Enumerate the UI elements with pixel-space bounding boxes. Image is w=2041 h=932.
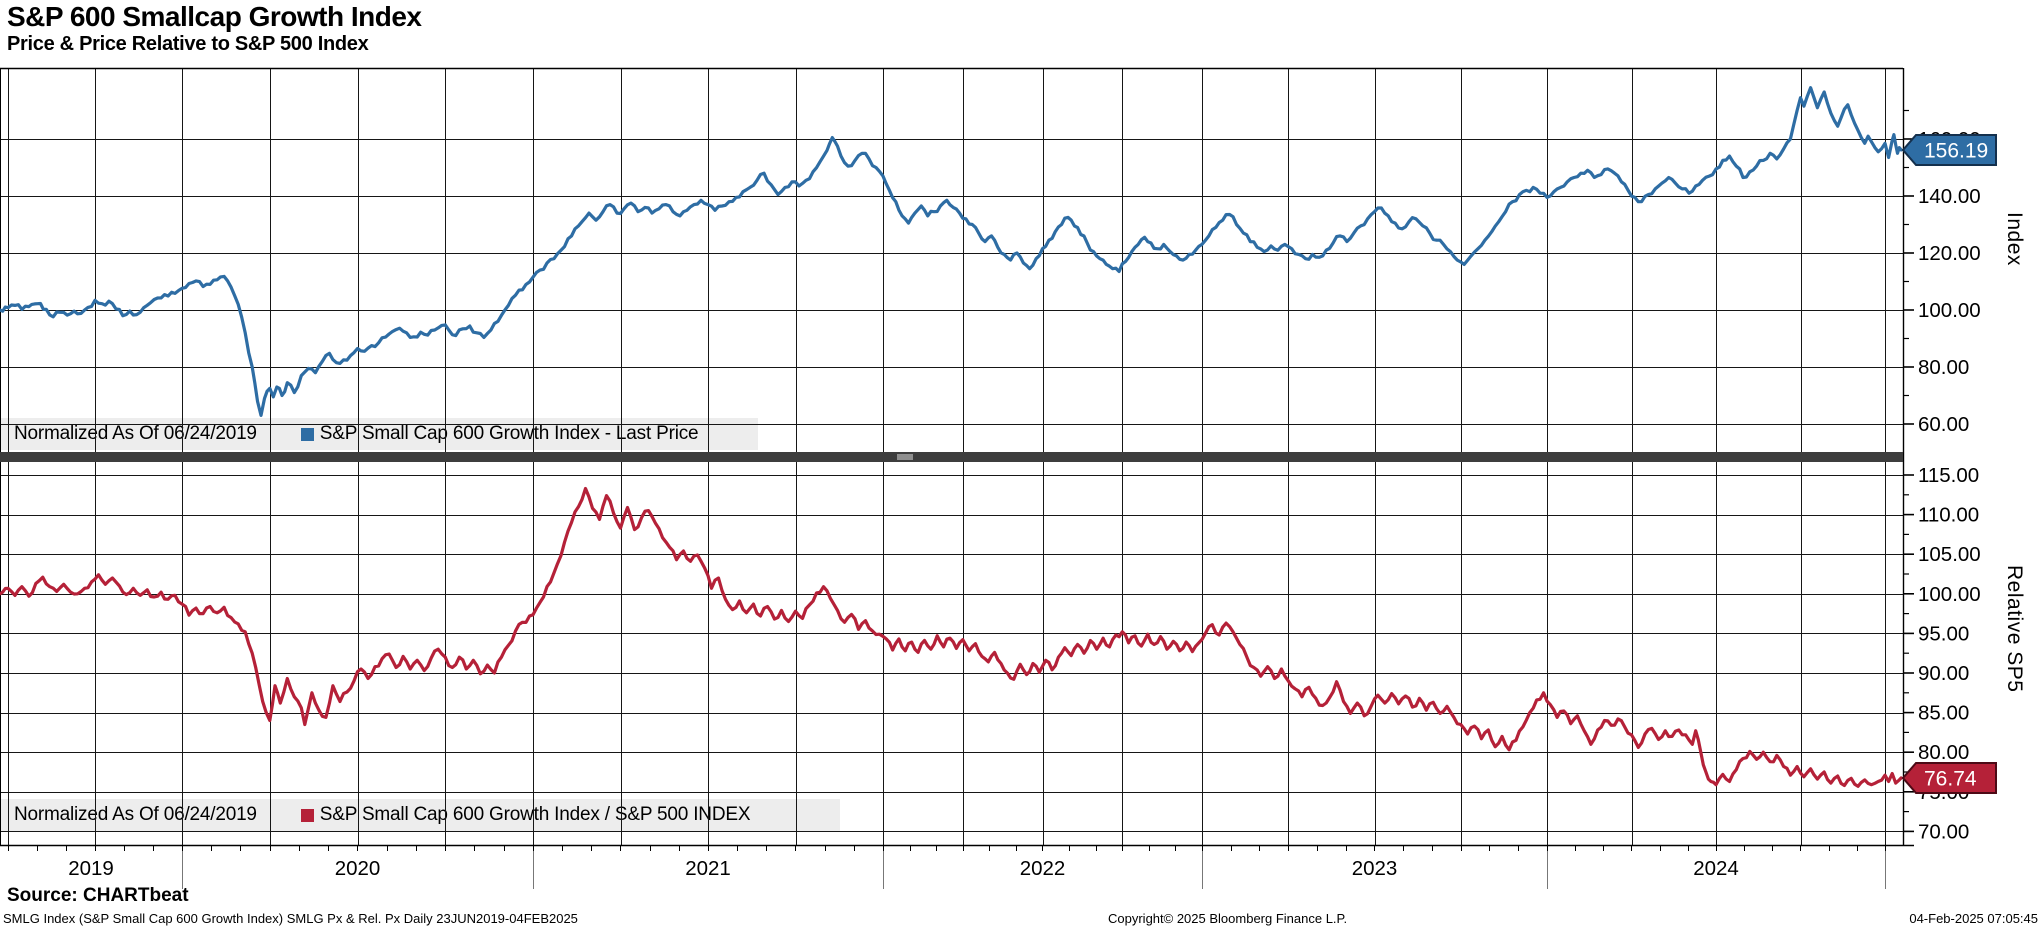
separator-drag-handle-icon[interactable] [897, 454, 913, 460]
last-price-value: 76.74 [1924, 768, 1977, 791]
x-tick-label: 2024 [1693, 857, 1739, 880]
page-title: S&P 600 Smallcap Growth Index [7, 1, 422, 32]
axis-labels: 160.00140.00120.00100.0080.0060.00115.00… [68, 128, 1981, 880]
y-tick-label: 100.00 [1918, 299, 1981, 322]
normalized-label-top: Normalized As Of 06/24/2019 [14, 423, 257, 444]
y-tick-label: 140.00 [1918, 185, 1981, 208]
x-tick-label: 2022 [1020, 857, 1066, 880]
y-tick-label: 85.00 [1918, 702, 1969, 725]
y-tick-label: 115.00 [1918, 464, 1979, 487]
series-swatch-icon [300, 427, 314, 441]
series-swatch-icon [300, 808, 314, 822]
legend-bottom: Normalized As Of 06/24/2019 S&P Small Ca… [0, 799, 840, 831]
footer-description: SMLG Index (S&P Small Cap 600 Growth Ind… [3, 911, 578, 926]
legend-item-label: S&P Small Cap 600 Growth Index / S&P 500… [319, 804, 751, 825]
legend-item-top-series[interactable]: S&P Small Cap 600 Growth Index - Last Pr… [300, 423, 699, 445]
y-tick-label: 110.00 [1918, 504, 1979, 527]
y-axis-title-index: Index [2003, 212, 2026, 266]
legend-item-label: S&P Small Cap 600 Growth Index - Last Pr… [319, 423, 699, 444]
x-tick-label: 2023 [1352, 857, 1398, 880]
footer-timestamp: 04-Feb-2025 07:05:45 [1909, 911, 2038, 926]
x-tick-label: 2021 [685, 857, 731, 880]
legend-top: Normalized As Of 06/24/2019 S&P Small Ca… [0, 418, 758, 450]
last-price-badge-bottom: 76.74 [1901, 762, 1997, 794]
y-tick-label: 80.00 [1918, 356, 1969, 379]
series-lines [0, 86, 1903, 788]
last-price-badge-top: 156.19 [1901, 134, 1997, 166]
panel-separator[interactable] [0, 452, 1903, 462]
y-tick-label: 95.00 [1918, 622, 1969, 645]
y-tick-label: 120.00 [1918, 242, 1981, 265]
x-tick-label: 2020 [335, 857, 381, 880]
y-tick-label: 100.00 [1918, 583, 1981, 606]
series-line-top [0, 86, 1903, 417]
normalized-label-bottom: Normalized As Of 06/24/2019 [14, 804, 257, 825]
y-tick-label: 60.00 [1918, 413, 1969, 436]
y-tick-label: 90.00 [1918, 662, 1969, 685]
y-tick-label: 105.00 [1918, 543, 1981, 566]
y-tick-label: 80.00 [1918, 741, 1969, 764]
y-tick-label: 70.00 [1918, 820, 1969, 843]
footer-copyright: Copyright© 2025 Bloomberg Finance L.P. [1108, 911, 1348, 926]
last-price-value: 156.19 [1924, 140, 1988, 163]
x-tick-label: 2019 [68, 857, 114, 880]
legend-item-bottom-series[interactable]: S&P Small Cap 600 Growth Index / S&P 500… [300, 804, 751, 826]
y-axis-title-relative: Relative SP5 [2003, 565, 2026, 693]
series-line-bottom [0, 486, 1903, 788]
last-price-badges: 156.19 76.74 [1901, 134, 1997, 794]
source-label: Source: CHARTbeat [7, 885, 189, 906]
page-subtitle: Price & Price Relative to S&P 500 Index [7, 33, 369, 55]
